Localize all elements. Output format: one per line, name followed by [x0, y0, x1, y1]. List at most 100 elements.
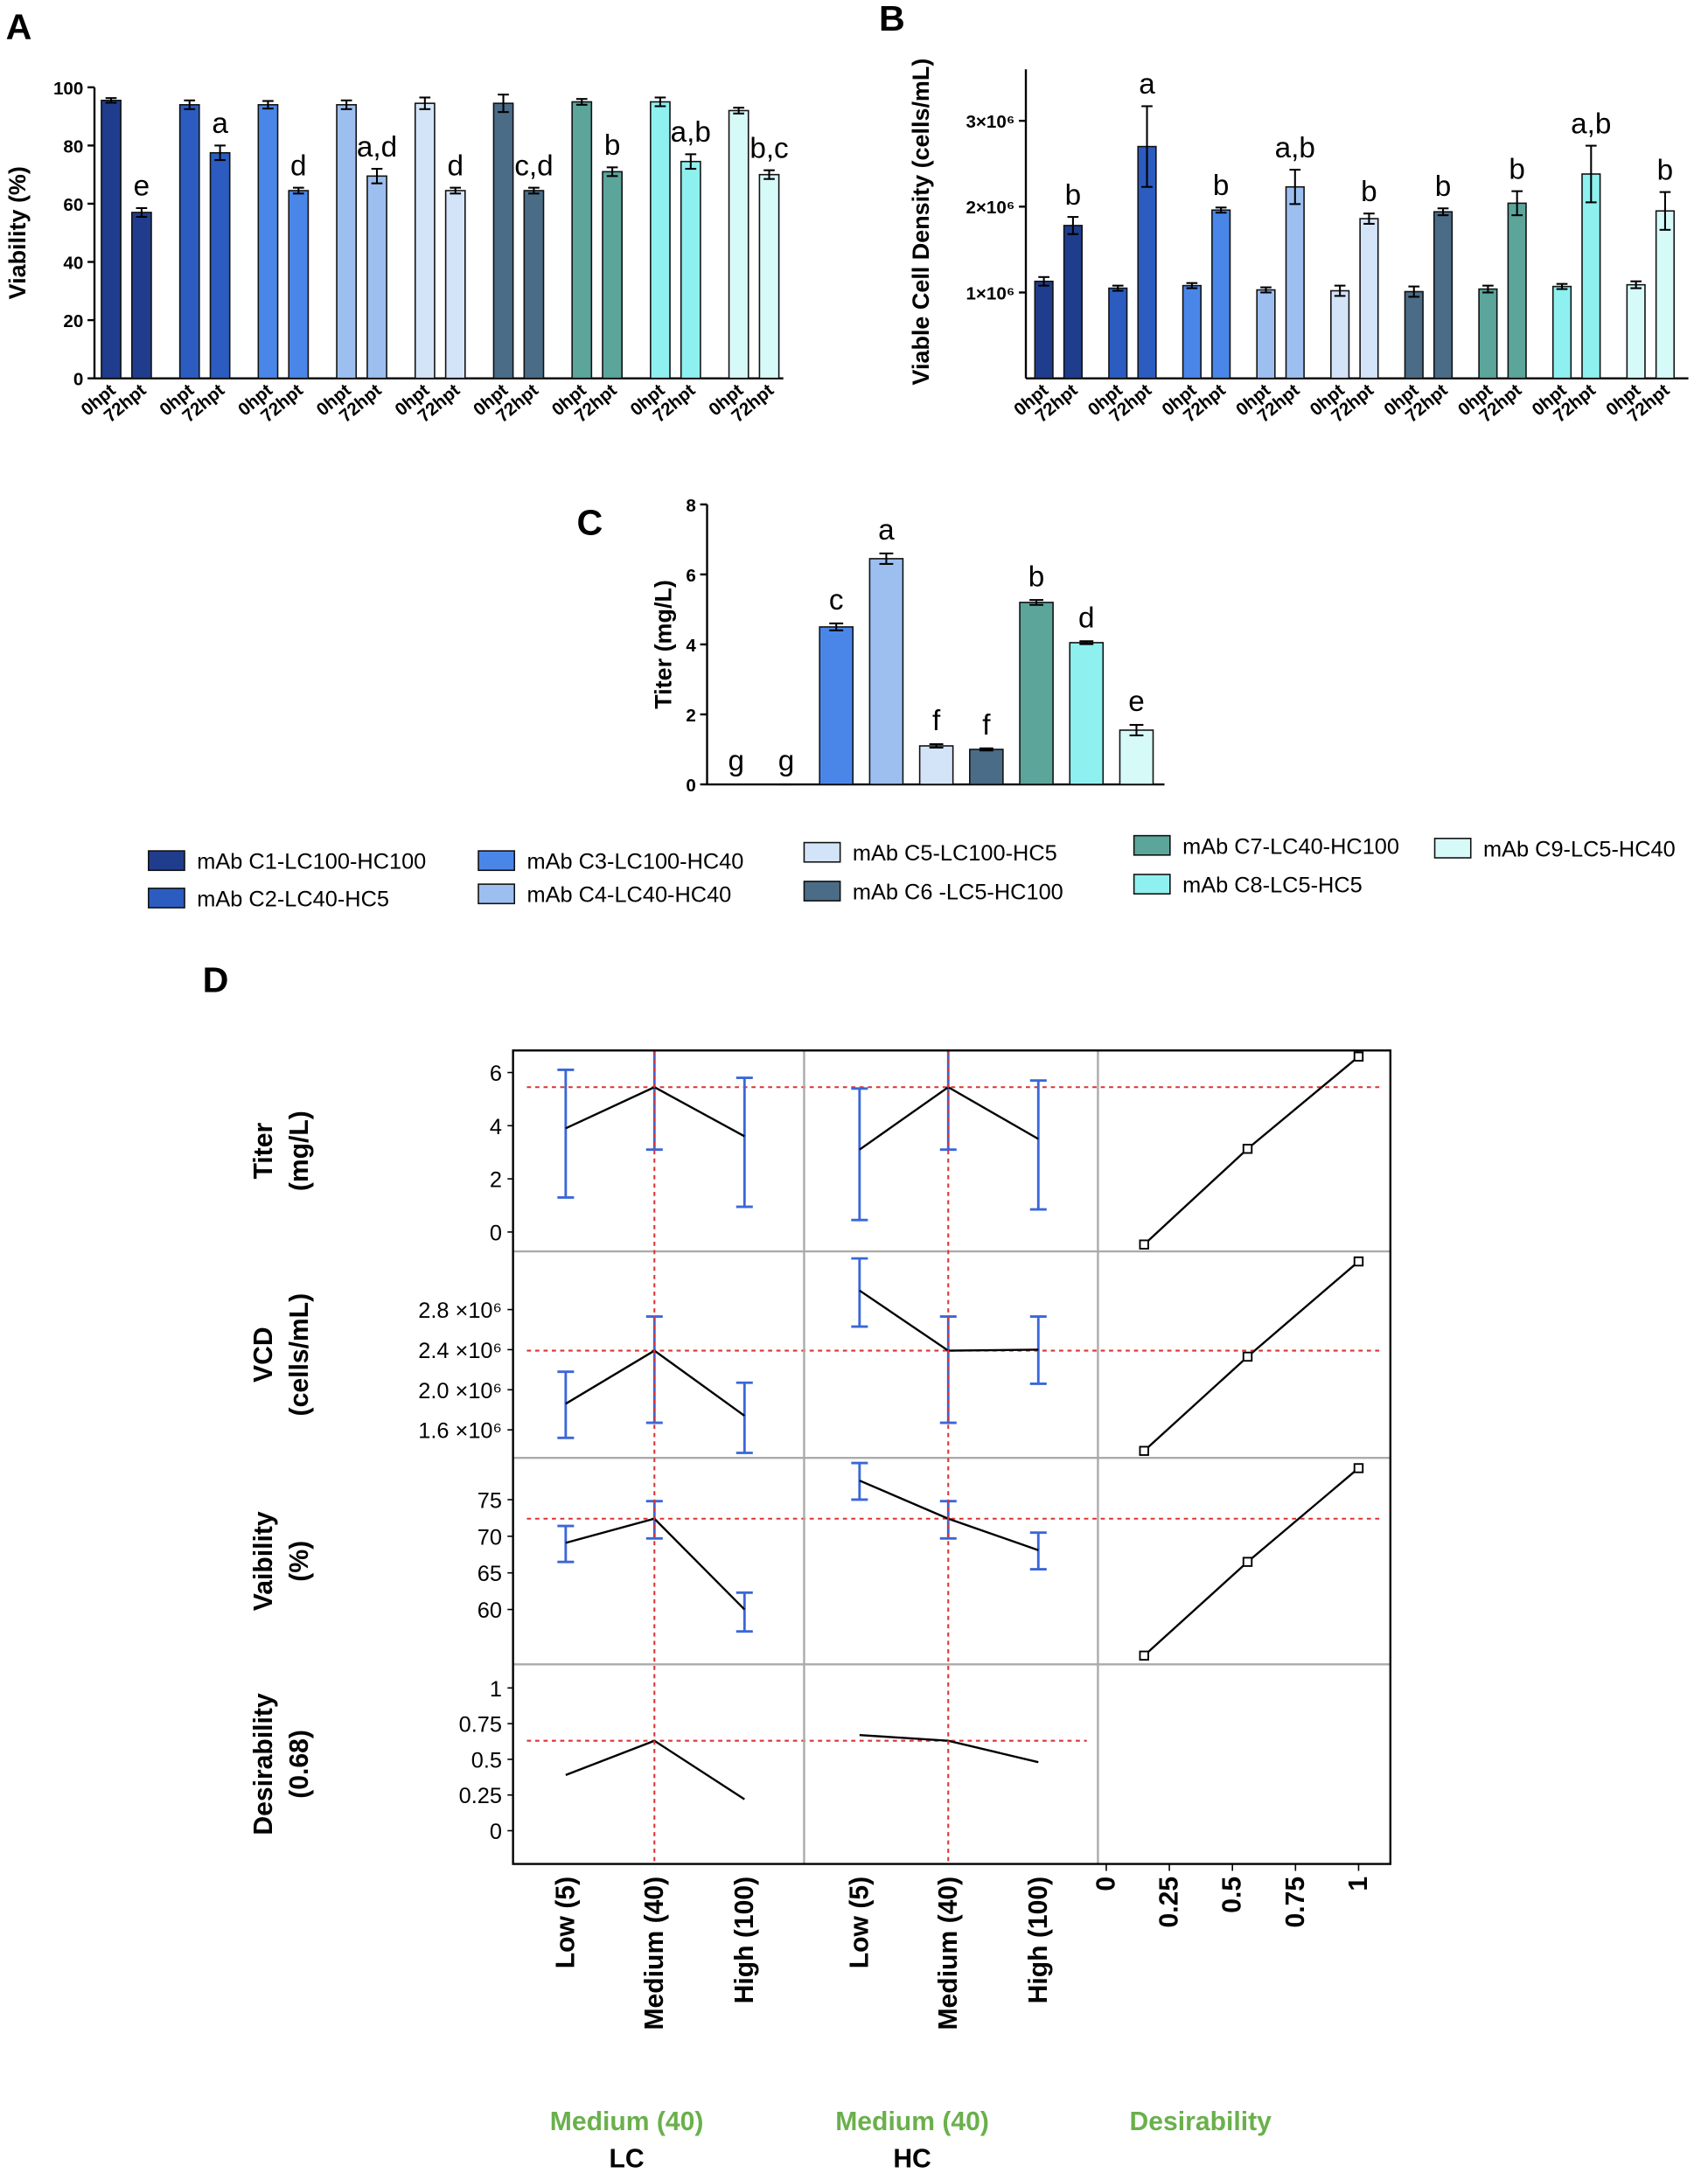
y-tick-label: 4	[686, 636, 696, 656]
significance-letter: b	[1435, 171, 1452, 203]
x-tick-label: 1	[1344, 1877, 1373, 1891]
row-label: Desirability (0.68)	[249, 1693, 314, 1835]
error-bar	[184, 99, 196, 110]
y-tick-label: 2.0 ×10⁶	[418, 1379, 502, 1403]
bar	[1581, 173, 1601, 380]
legend-swatch	[803, 881, 841, 902]
y-tick-label: 0	[73, 370, 83, 390]
significance-letter: b	[1065, 179, 1082, 212]
significance-letter: b	[1657, 154, 1674, 186]
panel-label: A	[6, 6, 32, 46]
significance-letter: f	[932, 705, 941, 737]
error-bar	[851, 1257, 868, 1328]
y-tick-label: 2	[490, 1168, 502, 1193]
bar	[1119, 729, 1154, 785]
bar	[1655, 210, 1676, 380]
bar	[680, 160, 701, 380]
x-tick-label: High (100)	[1024, 1877, 1053, 2004]
y-tick-label: 2.8 ×10⁶	[418, 1299, 502, 1323]
significance-letter: f	[982, 709, 991, 742]
bar	[1404, 290, 1424, 380]
significance-letter: b	[1361, 176, 1377, 208]
significance-letter: a	[212, 108, 228, 140]
current-setting: Medium (40)	[835, 2107, 989, 2136]
significance-letter: a,b	[1571, 108, 1611, 140]
y-tick-label: 4	[490, 1115, 502, 1139]
y-axis-label: Viability (%)	[4, 166, 31, 299]
error-bar	[1129, 723, 1144, 737]
legend-label: mAb C2-LC40-HC5	[197, 887, 389, 911]
bar	[257, 104, 279, 380]
error-bar	[979, 747, 993, 752]
error-bar	[1112, 284, 1124, 292]
error-bar	[733, 107, 744, 115]
bar	[819, 626, 854, 785]
error-bar	[1630, 280, 1642, 289]
error-bar	[1437, 207, 1449, 217]
significance-letter: d	[1078, 602, 1095, 634]
y-tick-label: 20	[63, 311, 83, 331]
error-bar	[1215, 206, 1227, 214]
error-bar	[851, 1087, 868, 1222]
profiler-row	[526, 1733, 1087, 1800]
bar	[414, 102, 436, 380]
legend-label: mAb C7-LC40-HC100	[1182, 834, 1399, 859]
desirability-point	[1353, 1051, 1364, 1062]
error-bar	[1067, 216, 1079, 235]
error-bar	[136, 206, 148, 218]
row-label: VCD (cells/mL)	[249, 1293, 314, 1417]
x-tick-label: 0.25	[1155, 1877, 1184, 1928]
desirability-point	[1242, 1351, 1253, 1362]
desirability-point	[1139, 1445, 1149, 1456]
error-bar	[498, 94, 509, 114]
error-bar	[371, 168, 383, 185]
y-tick-label: 0	[686, 776, 695, 796]
legend-label: mAb C5-LC100-HC5	[853, 841, 1057, 866]
profiler-frame	[512, 1049, 1392, 1865]
desirability-point	[1353, 1463, 1364, 1473]
error-bar	[1029, 1531, 1047, 1571]
error-bar	[419, 96, 431, 110]
bar	[1256, 289, 1276, 380]
legend-label: mAb C1-LC100-HC100	[197, 850, 426, 874]
x-tick-label: Low (5)	[551, 1877, 580, 1968]
significance-letter: a,b	[671, 116, 711, 149]
bar	[1507, 202, 1527, 380]
significance-letter: g	[778, 745, 795, 777]
bar	[602, 171, 623, 380]
y-tick-label: 60	[478, 1598, 502, 1623]
error-bar	[1482, 284, 1494, 294]
significance-letter: d	[447, 150, 464, 182]
error-bar	[1585, 144, 1597, 204]
y-tick-label: 1×10⁶	[966, 283, 1014, 303]
bar	[1478, 288, 1498, 380]
bar	[969, 749, 1004, 785]
error-bar	[1659, 191, 1671, 231]
bar	[728, 109, 749, 380]
y-tick-label: 6	[490, 1062, 502, 1086]
error-bar	[879, 552, 894, 565]
legend-label: mAb C8-LC5-HC5	[1182, 874, 1363, 898]
significance-letter: b	[604, 129, 621, 162]
panel-label: C	[577, 503, 603, 543]
error-bar	[763, 169, 775, 180]
bar	[523, 190, 545, 380]
error-bar	[557, 1069, 575, 1199]
significance-letter: b	[1028, 561, 1045, 593]
bar	[1433, 211, 1454, 380]
legend-swatch	[148, 850, 185, 872]
bar	[758, 173, 780, 380]
current-setting: Medium (40)	[550, 2107, 704, 2136]
significance-letter: a	[1139, 68, 1155, 101]
bar	[492, 102, 514, 380]
y-tick-label: 1	[490, 1677, 502, 1702]
y-tick-label: 8	[686, 496, 695, 516]
bar	[918, 745, 954, 785]
bar	[1069, 642, 1105, 785]
error-bar	[829, 622, 844, 631]
error-bar	[1511, 190, 1523, 217]
bar	[366, 175, 387, 380]
y-tick-label: 1.6 ×10⁶	[418, 1419, 502, 1444]
